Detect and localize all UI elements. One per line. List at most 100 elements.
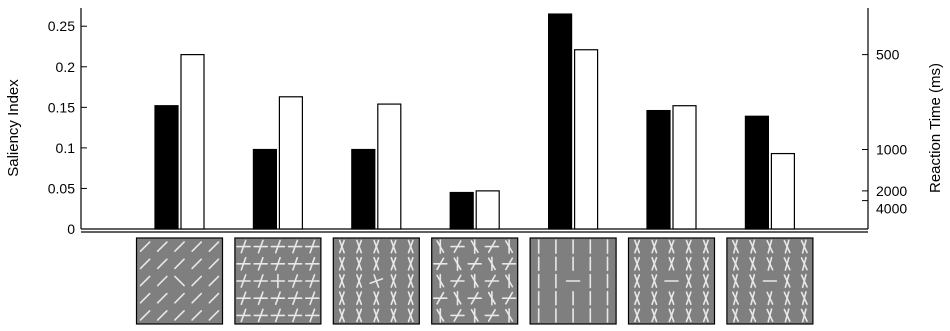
y-tick-label: 0.15 (48, 99, 75, 115)
stimulus-mixed-crosses (431, 237, 519, 325)
stimulus-sparse-crosses (726, 237, 814, 325)
stimulus-element (800, 308, 808, 323)
stimulus-tilted-crosses (332, 237, 420, 325)
stimulus-element (685, 256, 692, 271)
bar-saliency (154, 105, 179, 230)
stimulus-element (208, 292, 220, 304)
stimulus-thumbnails (135, 237, 814, 325)
stimulus-element (208, 241, 220, 252)
stimulus-element (191, 292, 203, 304)
stimulus-element (356, 291, 363, 306)
stimulus-element (174, 258, 185, 270)
stimulus-element (634, 308, 641, 323)
stimulus-element (685, 239, 692, 254)
stimulus-element (634, 274, 641, 288)
stimulus-element (292, 291, 299, 306)
stimulus-element (156, 258, 168, 270)
y2-tick-label: 500 (876, 47, 900, 63)
stimulus-element (436, 274, 445, 288)
stimulus-element (156, 310, 168, 321)
stimulus-element (470, 308, 479, 322)
stimulus-element (309, 308, 316, 323)
stimulus-element (174, 310, 185, 321)
stimulus-element (373, 308, 380, 323)
bar-reaction-time (377, 103, 402, 230)
stimulus-element (470, 257, 479, 271)
stimulus-element (634, 291, 641, 306)
stimulus-element (191, 258, 203, 270)
stimulus-element (292, 274, 299, 288)
y-axis-ticks: 0 0.05 0.1 0.15 0.2 0.25 (48, 18, 87, 237)
stimulus-bar-among-crosses (627, 237, 716, 325)
stimulus-element (731, 308, 740, 323)
stimulus-element (505, 274, 514, 288)
bar-saliency (547, 13, 573, 230)
stimulus-element (139, 241, 151, 252)
y2-tick-label: 1000 (876, 142, 907, 158)
stimulus-vertical-bars (529, 237, 617, 325)
stimulus-element (668, 256, 675, 271)
stimulus-element (783, 274, 791, 288)
stimulus-element (749, 291, 757, 305)
stimulus-element (309, 291, 316, 306)
stimulus-element (685, 291, 692, 306)
stimulus-element (338, 256, 345, 271)
stimulus-element (749, 257, 757, 271)
y2-axis-label: Reaction Time (ms) (927, 63, 944, 193)
stimulus-element (208, 275, 220, 287)
stimulus-element (274, 291, 281, 306)
stimulus-element (487, 308, 496, 322)
stimulus-element (731, 274, 740, 288)
stimulus-element (309, 256, 316, 271)
stimulus-element (174, 292, 185, 304)
stimulus-element (240, 239, 247, 254)
stimulus-element (783, 291, 791, 305)
bar-saliency (449, 191, 474, 230)
stimulus-element (470, 240, 479, 254)
stimulus-element (505, 308, 514, 322)
stimulus-element (651, 291, 658, 306)
stimulus-element (208, 258, 220, 270)
bar-reaction-time (573, 49, 599, 230)
stimulus-element (749, 239, 757, 254)
y-tick-label: 0.2 (56, 59, 76, 75)
axes (80, 8, 869, 233)
stimulus-element (487, 291, 496, 305)
stimulus-element (356, 308, 363, 323)
stimulus-element (257, 239, 264, 254)
stimulus-element (668, 239, 675, 254)
stimulus-frame (332, 237, 420, 325)
stimulus-element (373, 274, 380, 288)
stimulus-element (487, 274, 496, 288)
stimulus-element (257, 274, 264, 288)
stimulus-element (174, 275, 185, 287)
bar-reaction-time (475, 190, 500, 230)
stimulus-element (487, 257, 496, 271)
stimulus-element (139, 310, 151, 321)
stimulus-element (634, 256, 641, 271)
bar-reaction-time (180, 54, 205, 230)
stimulus-element (191, 310, 203, 321)
stimulus-element (783, 257, 791, 271)
stimulus-element (749, 274, 757, 288)
stimulus-element (505, 257, 514, 271)
stimulus-element (156, 241, 168, 252)
stimulus-element (668, 291, 675, 306)
bar-saliency (744, 115, 770, 230)
stimulus-element (731, 239, 740, 254)
stimulus-element (292, 308, 299, 323)
stimulus-element (139, 275, 151, 287)
stimulus-element (766, 291, 774, 305)
stimulus-element (766, 239, 774, 254)
stimulus-element (338, 291, 345, 306)
stimulus-element (139, 292, 151, 304)
stimulus-element (257, 291, 264, 306)
stimulus-element (702, 256, 709, 271)
stimulus-element (470, 291, 479, 305)
stimulus-element (766, 308, 774, 323)
stimulus-element (356, 239, 363, 254)
stimulus-element (257, 308, 264, 323)
bar-saliency (252, 148, 277, 230)
stimulus-element (407, 239, 414, 254)
stimulus-element (373, 256, 380, 271)
